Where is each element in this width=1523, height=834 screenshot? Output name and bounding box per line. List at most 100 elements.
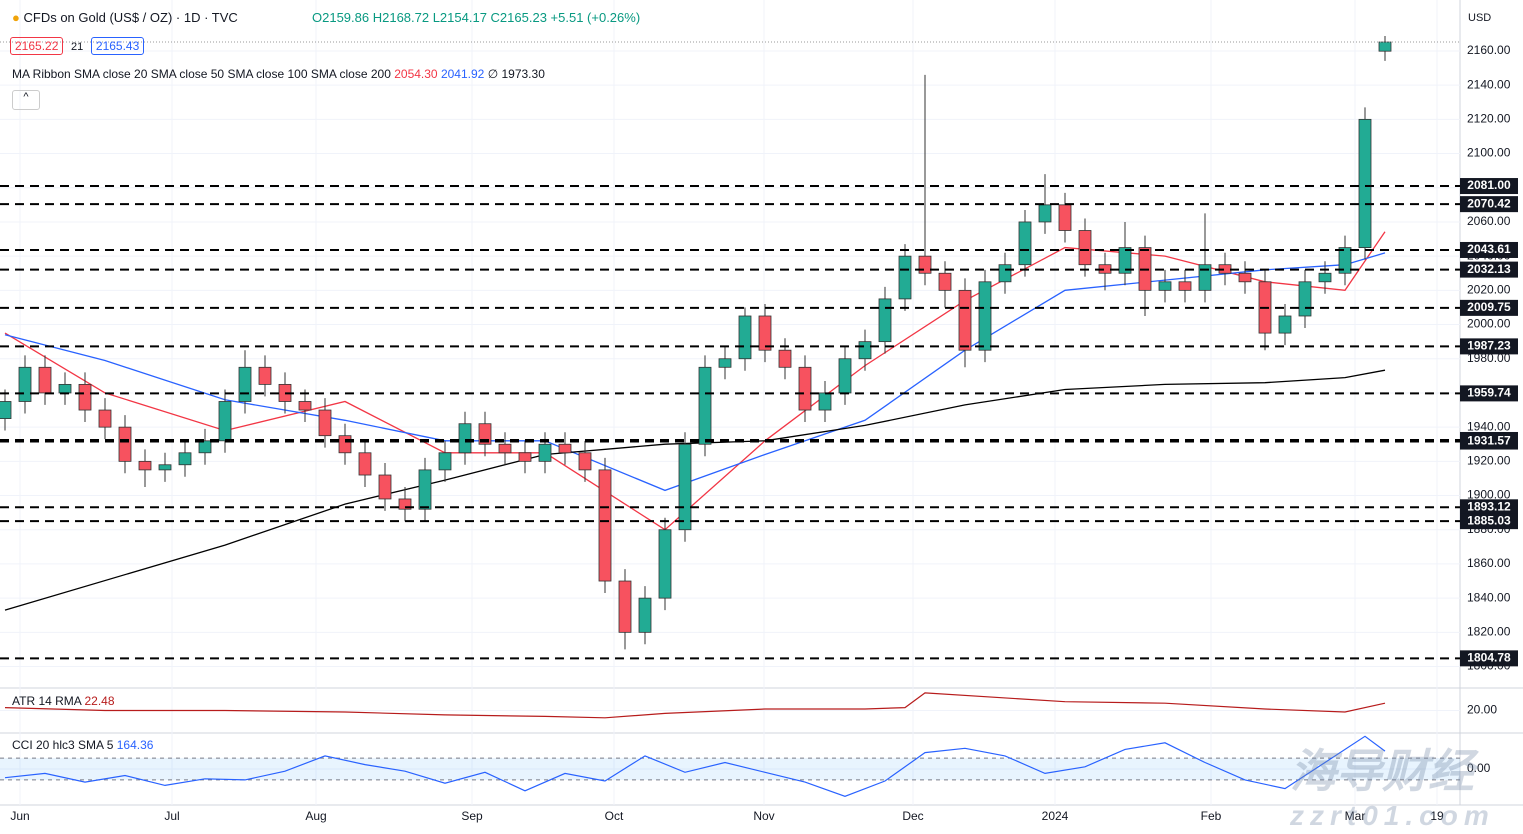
level-tag <box>1460 650 1518 667</box>
level-label: 1931.57 <box>1467 434 1511 448</box>
level-label: 1893.12 <box>1467 499 1511 513</box>
candle-body <box>798 366 812 411</box>
candle-body <box>138 460 152 471</box>
candle-body <box>1158 281 1172 291</box>
cci-band <box>0 758 1460 780</box>
level-label: 1885.03 <box>1467 513 1511 527</box>
candle-body <box>378 474 392 500</box>
candle-body <box>918 255 932 274</box>
candle-body <box>298 401 312 411</box>
y-tick-label: 2060.00 <box>1467 214 1511 228</box>
candle-body <box>238 366 252 402</box>
candle-body <box>938 272 952 291</box>
cci-line <box>4 735 1386 797</box>
y-tick-label: 1980.00 <box>1467 351 1511 365</box>
candle-body <box>58 383 72 394</box>
ma-value: ∅ <box>487 67 499 81</box>
y-tick-label: 1940.00 <box>1467 419 1511 433</box>
candle-body <box>318 409 332 437</box>
atr-legend: ATR 14 RMA 22.48 <box>12 694 115 708</box>
x-tick-label: Feb <box>1201 809 1222 823</box>
level-tag <box>1460 499 1518 516</box>
symbol-title[interactable]: ● CFDs on Gold (US$ / OZ) · 1D · TVC <box>12 10 238 25</box>
candle-body <box>218 401 232 442</box>
cci-tick-label: 0.00 <box>1467 761 1491 775</box>
ma-line <box>4 369 1386 611</box>
x-tick-label: Jun <box>10 809 29 823</box>
ma-line <box>4 252 1386 492</box>
y-tick-label: 1920.00 <box>1467 454 1511 468</box>
collapse-button[interactable]: ^ <box>12 90 40 110</box>
ma-value: 1973.30 <box>501 67 545 81</box>
candle-body <box>778 349 792 368</box>
sell-price[interactable]: 2165.22 <box>10 37 64 55</box>
candle-body <box>1078 230 1092 266</box>
candle-body <box>1198 264 1212 291</box>
price-axis-bg <box>1460 0 1523 834</box>
candle-body <box>338 435 352 454</box>
y-tick-label: 1860.00 <box>1467 556 1511 570</box>
candle-body <box>1318 272 1332 283</box>
cci-value: 164.36 <box>116 738 154 752</box>
y-tick-label: 2120.00 <box>1467 112 1511 126</box>
level-tag <box>1460 261 1518 278</box>
level-label: 1987.23 <box>1467 339 1511 353</box>
candle-body <box>358 452 372 476</box>
candle-body <box>498 443 512 454</box>
x-tick-label: 19 <box>1430 809 1444 823</box>
level-tag <box>1460 513 1518 530</box>
buy-price[interactable]: 2165.43 <box>90 37 145 55</box>
candle-body <box>438 452 452 471</box>
level-label: 2070.42 <box>1467 196 1511 210</box>
watermark: 海导财经 <box>1290 745 1474 797</box>
y-tick-label: 2100.00 <box>1467 146 1511 160</box>
candle-body <box>578 452 592 471</box>
candle-body <box>1038 204 1052 223</box>
y-tick-label: 1820.00 <box>1467 625 1511 639</box>
x-tick-label: Dec <box>902 809 923 823</box>
level-label: 2081.00 <box>1467 178 1511 192</box>
candle-body <box>258 366 272 385</box>
candle-body <box>518 452 532 462</box>
candle-body <box>18 366 32 402</box>
ma-value: 2054.30 <box>394 67 438 81</box>
candle-body <box>558 443 572 454</box>
candle-body <box>538 443 552 462</box>
level-tag <box>1460 196 1518 213</box>
candle-body <box>1058 204 1072 231</box>
level-label: 2043.61 <box>1467 242 1511 256</box>
candle-body <box>1118 247 1132 274</box>
candle-body <box>718 358 732 368</box>
y-tick-label: 2000.00 <box>1467 317 1511 331</box>
candle-body <box>78 383 92 411</box>
x-tick-label: Jul <box>164 809 179 823</box>
candle-body <box>1018 221 1032 266</box>
candle-body <box>598 469 612 582</box>
candle-body <box>158 464 172 471</box>
candle-body <box>878 298 892 343</box>
ma-line <box>4 231 1386 531</box>
atr-line <box>4 692 1386 719</box>
candle-body <box>898 255 912 300</box>
x-tick-label: Mar <box>1345 809 1366 823</box>
candle-body <box>1178 281 1192 291</box>
candle-body <box>658 529 672 599</box>
y-tick-label: 1840.00 <box>1467 590 1511 604</box>
ma-legend-row: MA Ribbon SMA close 20 SMA close 50 SMA … <box>12 67 545 81</box>
candle-body <box>1358 118 1372 248</box>
candle-body <box>638 597 652 633</box>
level-tag <box>1460 241 1518 258</box>
candle-body <box>198 440 212 454</box>
ma-value: 2041.92 <box>440 67 485 81</box>
cci-legend: CCI 20 hlc3 SMA 5 164.36 <box>12 738 153 752</box>
y-tick-label: 2160.00 <box>1467 43 1511 57</box>
spread: 21 <box>71 41 84 53</box>
candle-body <box>978 281 992 351</box>
candle-body <box>1338 247 1352 274</box>
candle-body <box>178 452 192 466</box>
candle-body <box>698 366 712 445</box>
candle-body <box>98 409 112 428</box>
candle-body <box>758 315 772 351</box>
currency[interactable]: USD <box>1468 12 1492 24</box>
